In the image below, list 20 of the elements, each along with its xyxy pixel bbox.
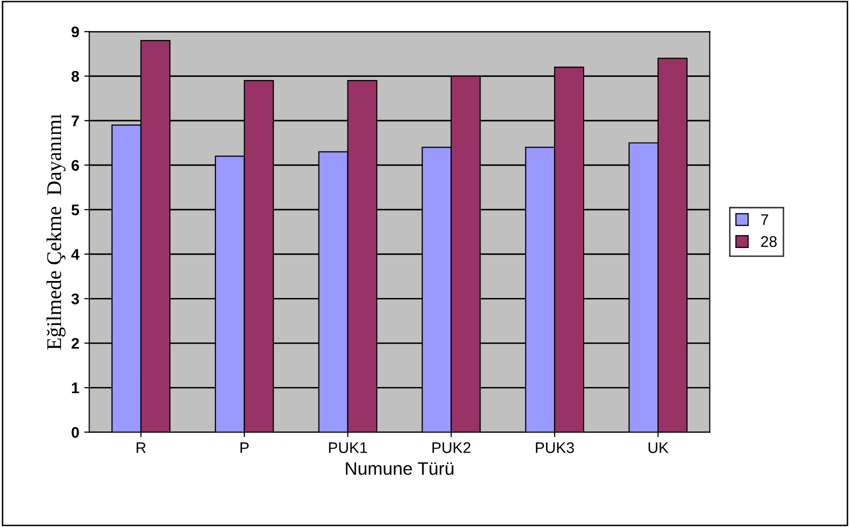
y-tick-label: 8 xyxy=(72,70,80,82)
y-tick-label: 0 xyxy=(72,427,79,438)
y-tick-label: 7 xyxy=(72,116,79,126)
y-tick-label: 4 xyxy=(71,249,80,260)
x-tick-label: P xyxy=(240,442,249,453)
legend-label: 28 xyxy=(761,236,777,248)
legend-label: 7 xyxy=(761,214,768,225)
y-tick-label: 9 xyxy=(72,26,79,38)
y-tick-label: 5 xyxy=(72,204,80,216)
x-tick-label: R xyxy=(136,442,146,453)
y-tick-label: 3 xyxy=(71,294,79,304)
x-tick-label: UK xyxy=(648,442,668,454)
x-axis-title: Numune Türü xyxy=(346,462,454,475)
y-tick-label: 6 xyxy=(72,160,79,171)
x-tick-label: PUK1 xyxy=(329,442,367,454)
y-tick-label: 1 xyxy=(72,382,80,394)
x-tick-label: PUK3 xyxy=(536,442,574,454)
x-tick-label: PUK2 xyxy=(432,442,470,454)
y-tick-label: 2 xyxy=(72,338,79,349)
y-axis-title: Eğilmede Çekme Dayanımı xyxy=(46,114,66,350)
